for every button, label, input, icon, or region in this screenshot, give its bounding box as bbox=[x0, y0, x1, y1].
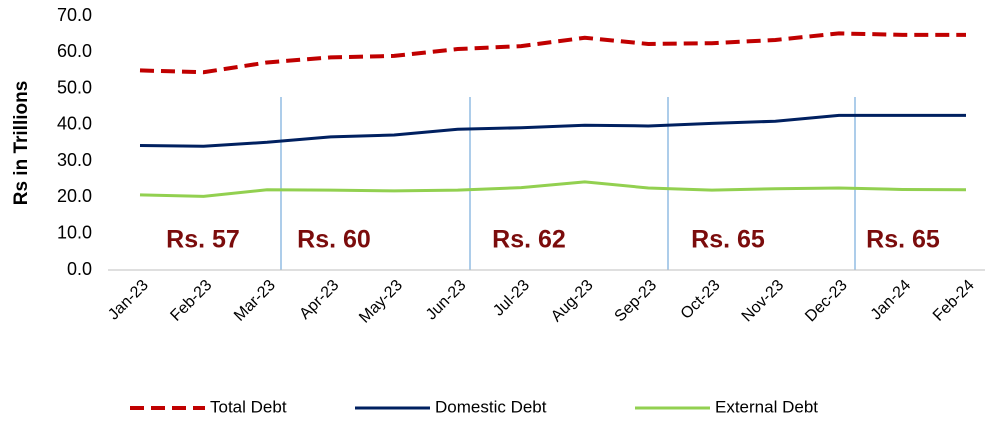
x-tick-label: Jul-23 bbox=[490, 277, 533, 320]
annotation: Rs. 65 bbox=[691, 226, 765, 254]
y-tick-label: 50.0 bbox=[57, 77, 92, 97]
x-tick-label: May-23 bbox=[356, 277, 406, 327]
y-tick-label: 10.0 bbox=[57, 222, 92, 242]
x-tick-label: Feb-24 bbox=[930, 277, 978, 325]
x-tick-label: Jan-24 bbox=[868, 277, 915, 324]
x-tick-label: Apr-23 bbox=[296, 277, 342, 323]
x-tick-label: Oct-23 bbox=[678, 277, 724, 323]
x-tick-label: Mar-23 bbox=[231, 277, 279, 325]
y-tick-label: 40.0 bbox=[57, 114, 92, 134]
line-series bbox=[139, 180, 967, 198]
y-tick-label: 20.0 bbox=[57, 186, 92, 206]
line-series bbox=[139, 31, 966, 75]
y-tick-label: 60.0 bbox=[57, 41, 92, 61]
y-axis-title: Rs in Trillions bbox=[11, 81, 32, 206]
x-tick-label: Aug-23 bbox=[548, 277, 597, 326]
line-series bbox=[139, 113, 966, 148]
annotation: Rs. 60 bbox=[297, 226, 371, 254]
legend-label: Domestic Debt bbox=[435, 397, 547, 416]
y-tick-label: 0.0 bbox=[67, 259, 92, 279]
y-tick-label: 70.0 bbox=[57, 5, 92, 25]
y-tick-label: 30.0 bbox=[57, 150, 92, 170]
x-tick-label: Jun-23 bbox=[423, 277, 470, 324]
annotation: Rs. 57 bbox=[166, 226, 240, 254]
x-tick-label: Nov-23 bbox=[739, 277, 788, 326]
legend-label: Total Debt bbox=[210, 397, 287, 416]
annotation: Rs. 62 bbox=[492, 226, 566, 254]
x-tick-label: Sep-23 bbox=[612, 277, 661, 326]
annotation: Rs. 65 bbox=[866, 226, 940, 254]
x-tick-label: Feb-23 bbox=[167, 277, 215, 325]
legend-label: External Debt bbox=[715, 397, 818, 416]
x-tick-label: Dec-23 bbox=[802, 277, 851, 326]
x-tick-label: Jan-23 bbox=[105, 277, 152, 324]
